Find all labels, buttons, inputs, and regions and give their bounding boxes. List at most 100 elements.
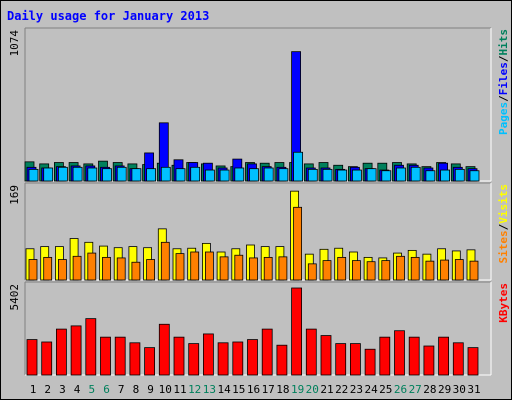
- visits_panel-sites-bar-day-2: [43, 256, 53, 281]
- kbytes_panel-kbytes-bar-day-3: [56, 328, 67, 376]
- kbytes_panel-ymax-label: 5402: [8, 284, 21, 311]
- x-tick-label-day-6: 6: [103, 383, 110, 396]
- x-tick-label-day-30: 30: [453, 383, 466, 396]
- x-tick-label-day-17: 17: [262, 383, 275, 396]
- visits_panel-sites-bar-day-21: [322, 260, 332, 281]
- hits_panel-pages-bar-day-1: [28, 168, 39, 182]
- kbytes_panel-kbytes-bar-day-18: [276, 344, 288, 376]
- visits_panel-sites-bar-day-12: [190, 251, 200, 281]
- visits_panel-sites-bar-day-15: [234, 254, 244, 281]
- hits_panel-pages-bar-day-13: [204, 169, 215, 182]
- hits_panel-pages-bar-day-19: [293, 151, 304, 182]
- visits_panel-sites-bar-day-29: [440, 259, 450, 281]
- hits_panel-pages-bar-day-4: [72, 166, 83, 182]
- visits_panel-sites-bar-day-9: [146, 259, 156, 281]
- visits_panel-sites-bar-day-18: [278, 256, 288, 281]
- x-tick-label-day-12: 12: [188, 383, 201, 396]
- kbytes_panel-kbytes-bar-day-25: [379, 336, 391, 376]
- hits_panel-pages-bar-day-24: [366, 168, 377, 182]
- visits_panel-legend-separator-1: /: [497, 223, 510, 230]
- hits_panel-ymax-label: 1074: [8, 30, 21, 57]
- visits_panel-sites-bar-day-24: [366, 261, 376, 281]
- hits_panel-legend-hits: Hits: [497, 29, 510, 56]
- kbytes_panel-kbytes-bar-day-21: [320, 335, 332, 376]
- visits_panel-sites-bar-day-10: [160, 241, 170, 281]
- hits_panel-legend-files: Files: [497, 62, 510, 95]
- visits_panel-sites-bar-day-28: [425, 260, 435, 281]
- kbytes_panel-kbytes-bar-day-23: [349, 343, 361, 376]
- kbytes_panel-kbytes-bar-day-2: [41, 341, 53, 376]
- x-tick-label-day-15: 15: [232, 383, 245, 396]
- visits_panel-sites-bar-day-19: [293, 206, 303, 281]
- hits_panel-legend-separator-1: /: [497, 95, 510, 102]
- hits_panel-pages-bar-day-3: [58, 166, 68, 182]
- x-tick-label-day-28: 28: [423, 383, 436, 396]
- x-tick-label-day-1: 1: [30, 383, 37, 396]
- visits_panel-sites-bar-day-26: [396, 255, 405, 281]
- visits_panel-sites-bar-day-17: [263, 256, 273, 281]
- visits_panel-sites-bar-day-4: [72, 255, 82, 281]
- kbytes_panel-kbytes-bar-day-17: [261, 328, 273, 376]
- kbytes_panel-legend-kbytes: KBytes: [497, 283, 510, 323]
- x-tick-label-day-14: 14: [217, 383, 231, 396]
- x-tick-label-day-21: 21: [320, 383, 333, 396]
- x-tick-label-day-3: 3: [59, 383, 66, 396]
- x-tick-label-day-9: 9: [147, 383, 154, 396]
- kbytes_panel-kbytes-bar-day-5: [85, 318, 97, 376]
- hits_panel-pages-bar-day-25: [381, 170, 392, 182]
- x-tick-label-day-31: 31: [467, 383, 480, 396]
- x-tick-label-day-23: 23: [350, 383, 363, 396]
- visits_panel-sites-bar-day-23: [351, 260, 361, 281]
- hits_panel-pages-bar-day-26: [396, 167, 406, 182]
- x-tick-label-day-19: 19: [291, 383, 304, 396]
- kbytes_panel-kbytes-bar-day-16: [247, 339, 258, 376]
- hits_panel-pages-bar-day-14: [219, 169, 230, 182]
- visits_panel-sites-bar-day-7: [116, 257, 126, 281]
- kbytes_panel-kbytes-bar-day-4: [70, 325, 82, 376]
- visits_panel-sites-bar-day-31: [469, 260, 479, 281]
- kbytes_panel-legend: KBytes: [497, 283, 510, 323]
- visits_panel-sites-bar-day-20: [307, 263, 317, 281]
- x-tick-label-day-10: 10: [159, 383, 172, 396]
- kbytes_panel-kbytes-bar-day-28: [423, 345, 435, 376]
- visits_panel-sites-bar-day-1: [28, 259, 38, 281]
- hits_panel-pages-bar-day-6: [102, 168, 112, 182]
- kbytes_panel-kbytes-bar-day-13: [202, 333, 214, 376]
- visits_panel-legend-visits: Visits: [497, 184, 510, 224]
- visits_panel-sites-bar-day-22: [337, 256, 347, 281]
- kbytes_panel-kbytes-bar-day-14: [217, 342, 229, 376]
- kbytes_panel-kbytes-bar-day-15: [232, 341, 244, 376]
- x-tick-label-day-16: 16: [247, 383, 260, 396]
- kbytes_panel-kbytes-bar-day-11: [173, 336, 185, 376]
- hits_panel-pages-bar-day-9: [146, 168, 157, 182]
- x-tick-label-day-5: 5: [88, 383, 95, 396]
- visits_panel-legend-sites: Sites: [497, 230, 510, 263]
- x-tick-label-day-20: 20: [306, 383, 319, 396]
- hits_panel-pages-bar-day-27: [410, 166, 421, 182]
- kbytes_panel-kbytes-bar-day-31: [467, 347, 479, 376]
- x-tick-label-day-29: 29: [438, 383, 451, 396]
- kbytes_panel-kbytes-bar-day-12: [188, 343, 200, 376]
- x-tick-label-day-26: 26: [394, 383, 407, 396]
- visits_panel-sites-bar-day-5: [87, 252, 97, 281]
- kbytes_panel-kbytes-bar-day-6: [100, 336, 111, 376]
- hits_panel-pages-bar-day-8: [131, 168, 142, 182]
- hits_panel-pages-bar-day-20: [307, 168, 318, 182]
- kbytes_panel-kbytes-bar-day-1: [26, 339, 38, 376]
- hits_panel-pages-bar-day-21: [322, 168, 333, 182]
- visits_panel-sites-bar-day-8: [131, 261, 141, 281]
- hits_panel-legend-separator-3: /: [497, 55, 510, 62]
- hits_panel-pages-bar-day-23: [351, 169, 362, 182]
- hits_panel-pages-bar-day-10: [160, 166, 171, 182]
- x-tick-label-day-11: 11: [173, 383, 186, 396]
- hits_panel-pages-bar-day-12: [190, 166, 201, 182]
- hits_panel-pages-bar-day-16: [249, 168, 259, 182]
- x-tick-label-day-4: 4: [74, 383, 81, 396]
- kbytes_panel-kbytes-bar-day-30: [452, 342, 464, 376]
- hits_panel-pages-bar-day-22: [337, 169, 348, 182]
- x-tick-label-day-8: 8: [133, 383, 140, 396]
- hits_panel-legend-pages: Pages: [497, 102, 510, 135]
- hits_panel-pages-bar-day-2: [43, 167, 54, 182]
